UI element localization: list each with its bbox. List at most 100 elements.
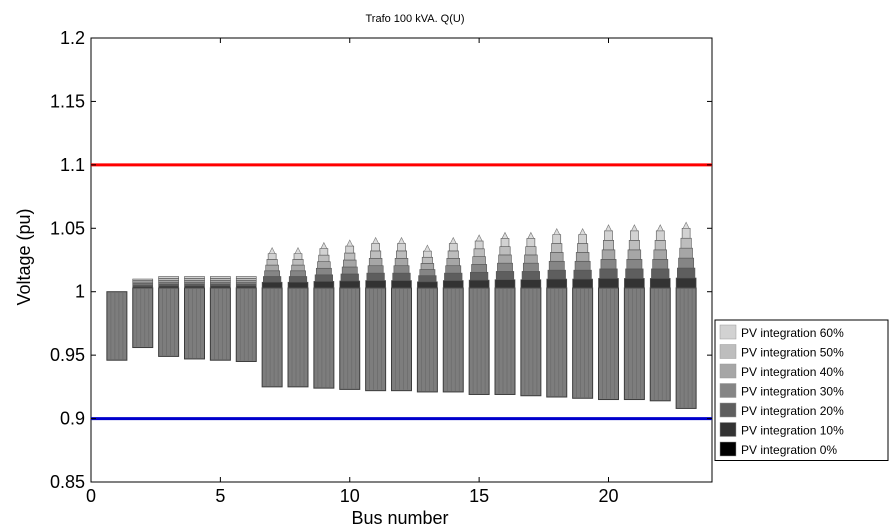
bus-bar-6 (235, 276, 257, 362)
bar-layer (184, 276, 205, 279)
bar-layer (446, 258, 460, 267)
bar-layer (418, 275, 437, 283)
bar-layer (341, 266, 358, 275)
bus-bar-21 (623, 224, 645, 401)
bar-layer (315, 267, 332, 276)
bar-layer (417, 281, 438, 289)
y-tick-label: 1.1 (60, 155, 85, 175)
y-tick-label: 0.9 (60, 409, 85, 429)
legend-swatch (719, 324, 737, 340)
plot-area: 0.85 0.9 0.95 1 1.05 1.1 1.15 1.2 0 5 10 15 20 (50, 28, 713, 506)
bar-layer (546, 278, 568, 289)
bar-tip (501, 231, 509, 239)
bar-layer (444, 272, 463, 281)
bar-layer (317, 261, 331, 269)
bus-bar-22 (649, 224, 671, 402)
bar-layer (263, 276, 282, 283)
legend-swatch (719, 422, 737, 437)
bus-bar-12 (391, 236, 412, 392)
bar-layer (442, 280, 464, 289)
bar-layer (495, 271, 515, 280)
bar-tip (372, 236, 380, 244)
bar-body (132, 287, 154, 349)
bar-layer (677, 267, 696, 279)
bar-layer (291, 264, 305, 272)
x-tick-label: 15 (469, 486, 489, 506)
bar-body (598, 287, 619, 401)
bar-tip (398, 236, 405, 244)
bar-layer (577, 243, 589, 253)
bar-layer (314, 274, 333, 282)
bus-bar-11 (365, 236, 387, 392)
bar-layer (288, 276, 308, 283)
bar-tip (553, 227, 561, 235)
bar-body (391, 287, 412, 392)
bar-layer (365, 280, 386, 289)
bar-tip (475, 234, 483, 242)
bar-layer (345, 245, 355, 254)
bar-layer (290, 270, 306, 277)
bar-layer (292, 259, 304, 266)
legend-swatch (719, 363, 737, 379)
bus-bar-17 (520, 231, 542, 397)
bar-layer (261, 281, 283, 289)
bar-layer (445, 265, 462, 274)
bar-layer (472, 256, 486, 265)
bar-body (313, 287, 335, 389)
bar-body (365, 287, 387, 392)
bar-tip (449, 236, 457, 244)
bar-layer (267, 253, 277, 260)
bar-tip (423, 244, 431, 252)
bar-body (520, 287, 542, 397)
bar-layer (266, 259, 278, 266)
bar-tip (527, 231, 535, 239)
bar-layer (601, 249, 616, 260)
bar-layer (494, 279, 516, 289)
bar-layer (368, 258, 383, 267)
bar-layer (500, 238, 510, 247)
bar-layer (522, 262, 539, 272)
bar-layer (575, 252, 590, 262)
bar-layer (293, 253, 303, 260)
legend-entry: PV integration 50% (741, 346, 844, 360)
bar-layer (393, 265, 410, 274)
bar-layer (419, 269, 436, 276)
bar-tip (346, 239, 354, 247)
bar-layer (524, 254, 538, 264)
bus-bar-7 (261, 246, 283, 388)
bus-bar-13 (416, 244, 438, 393)
y-tick-label: 0.95 (50, 345, 85, 365)
legend-swatch (719, 402, 737, 418)
bar-layer (498, 254, 512, 264)
bar-body (339, 287, 361, 390)
bar-layer (448, 243, 458, 252)
bar-layer (651, 268, 670, 279)
bar-layer (210, 276, 231, 279)
bar-layer (653, 249, 667, 260)
bar-layer (628, 240, 640, 251)
legend-entry: PV integration 40% (741, 365, 844, 379)
bar-layer (395, 250, 407, 259)
bar-layer (573, 269, 592, 280)
bus-bar-4 (184, 276, 205, 360)
bar-layer (678, 257, 695, 269)
bar-layer (371, 243, 380, 252)
bus-bar-3 (158, 276, 180, 357)
legend-entry: PV integration 20% (741, 404, 844, 418)
bar-layer (397, 243, 406, 252)
bus-bar-18 (546, 227, 568, 398)
bar-body (623, 287, 645, 401)
bar-layer (550, 252, 564, 262)
bar-layer (421, 256, 433, 264)
bar-layer (473, 248, 485, 257)
bus-bar-16 (494, 231, 516, 395)
legend-swatch (719, 383, 737, 398)
bar-layer (547, 269, 566, 280)
bar-body (546, 287, 568, 398)
y-axis-label: Voltage (pu) (14, 208, 34, 305)
bar-layer (600, 259, 617, 270)
bar-layer (626, 259, 643, 270)
bar-layer (367, 265, 384, 274)
y-tick-label: 1.05 (50, 218, 85, 238)
